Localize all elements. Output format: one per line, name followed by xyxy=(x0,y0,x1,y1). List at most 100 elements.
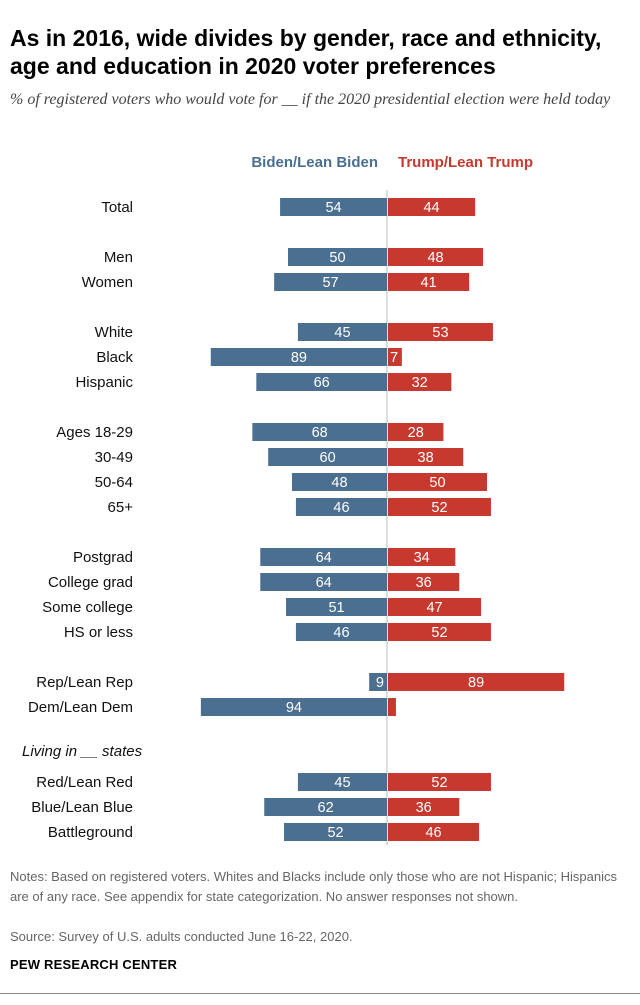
category-label-blue-lean-blue: Blue/Lean Blue xyxy=(31,799,133,816)
value-label-trump-ages-18-29: 28 xyxy=(408,425,424,441)
value-label-trump-hs-or-less: 52 xyxy=(431,625,447,641)
bar-biden-men xyxy=(288,248,387,266)
category-label-college-grad: College grad xyxy=(48,574,133,591)
bar-biden-ages-18-29 xyxy=(252,423,387,441)
bar-biden-hispanic xyxy=(256,373,387,391)
value-label-biden-dem-lean-dem: 94 xyxy=(286,700,302,716)
category-label-dem-lean-dem: Dem/Lean Dem xyxy=(28,699,133,716)
bar-biden-women xyxy=(274,273,387,291)
bar-biden-red-lean-red xyxy=(297,773,387,791)
bar-biden-college-grad xyxy=(260,573,387,591)
bar-trump-total xyxy=(388,198,476,216)
bar-biden-50-64 xyxy=(291,473,387,491)
bar-biden-battleground xyxy=(284,823,387,841)
category-label-total: Total xyxy=(101,199,133,216)
value-label-trump-postgrad: 34 xyxy=(414,550,430,566)
bar-trump-hispanic xyxy=(388,373,452,391)
bar-trump-65 xyxy=(388,498,491,516)
category-label-rep-lean-rep: Rep/Lean Rep xyxy=(36,674,133,691)
value-label-trump-50-64: 50 xyxy=(429,475,445,491)
category-label-hispanic: Hispanic xyxy=(75,374,133,391)
bar-biden-30-49 xyxy=(268,448,387,466)
value-label-biden-hispanic: 66 xyxy=(314,375,330,391)
value-label-biden-some-college: 51 xyxy=(328,600,344,616)
value-label-trump-65: 52 xyxy=(431,500,447,516)
value-label-trump-college-grad: 36 xyxy=(416,575,432,591)
category-label-women: Women xyxy=(82,274,133,291)
value-label-trump-battleground: 46 xyxy=(425,825,441,841)
category-label-30-49: 30-49 xyxy=(95,449,133,466)
brand-logo-text: PEW RESEARCH CENTER xyxy=(10,957,178,972)
category-label-some-college: Some college xyxy=(42,599,133,616)
value-label-biden-postgrad: 64 xyxy=(316,550,332,566)
value-label-trump-30-49: 38 xyxy=(418,450,434,466)
bar-trump-ages-18-29 xyxy=(388,423,444,441)
value-label-biden-red-lean-red: 45 xyxy=(334,775,350,791)
bar-trump-women xyxy=(388,273,470,291)
bar-biden-blue-lean-blue xyxy=(264,798,387,816)
value-label-trump-black: 7 xyxy=(390,350,398,366)
diverging-bar-chart: Biden/Lean Biden Trump/Lean Trump Living… xyxy=(22,154,565,845)
bar-trump-red-lean-red xyxy=(388,773,491,791)
value-label-biden-blue-lean-blue: 62 xyxy=(318,800,334,816)
value-label-trump-hispanic: 32 xyxy=(412,375,428,391)
bar-trump-college-grad xyxy=(388,573,460,591)
value-label-biden-65: 46 xyxy=(333,500,349,516)
chart-source: Source: Survey of U.S. adults conducted … xyxy=(10,929,353,944)
value-label-biden-black: 89 xyxy=(291,350,307,366)
value-label-biden-white: 45 xyxy=(334,325,350,341)
bar-trump-dem-lean-dem xyxy=(388,698,396,716)
bar-biden-some-college xyxy=(286,598,387,616)
bar-biden-dem-lean-dem xyxy=(200,698,387,716)
bar-biden-white xyxy=(297,323,387,341)
value-label-biden-hs-or-less: 46 xyxy=(333,625,349,641)
section-label-living-in-states: Living in __ states xyxy=(22,743,143,760)
value-label-biden-men: 50 xyxy=(329,250,345,266)
value-label-trump-men: 48 xyxy=(427,250,443,266)
value-label-biden-battleground: 52 xyxy=(327,825,343,841)
category-label-50-64: 50-64 xyxy=(95,474,133,491)
bar-biden-rep-lean-rep xyxy=(369,673,387,691)
category-label-men: Men xyxy=(104,249,133,266)
value-label-trump-red-lean-red: 52 xyxy=(431,775,447,791)
value-label-trump-total: 44 xyxy=(423,200,439,216)
bar-trump-battleground xyxy=(388,823,480,841)
value-label-trump-blue-lean-blue: 36 xyxy=(416,800,432,816)
value-label-biden-college-grad: 64 xyxy=(316,575,332,591)
legend-trump: Trump/Lean Trump xyxy=(398,154,533,171)
category-label-65: 65+ xyxy=(108,499,134,516)
bar-biden-postgrad xyxy=(260,548,387,566)
value-label-biden-30-49: 60 xyxy=(320,450,336,466)
bar-trump-postgrad xyxy=(388,548,456,566)
bar-biden-black xyxy=(210,348,387,366)
legend-biden: Biden/Lean Biden xyxy=(251,154,378,171)
bar-trump-rep-lean-rep xyxy=(388,673,565,691)
value-label-biden-total: 54 xyxy=(325,200,341,216)
bar-trump-30-49 xyxy=(388,448,464,466)
category-label-red-lean-red: Red/Lean Red xyxy=(36,774,133,791)
category-label-postgrad: Postgrad xyxy=(73,549,133,566)
category-label-white: White xyxy=(95,324,133,341)
bar-trump-blue-lean-blue xyxy=(388,798,460,816)
value-label-trump-some-college: 47 xyxy=(426,600,442,616)
bar-trump-men xyxy=(388,248,484,266)
bar-biden-total xyxy=(280,198,387,216)
bar-trump-hs-or-less xyxy=(388,623,491,641)
bar-biden-65 xyxy=(295,498,387,516)
category-label-ages-18-29: Ages 18-29 xyxy=(56,424,133,441)
bar-trump-black xyxy=(388,348,402,366)
value-label-biden-50-64: 48 xyxy=(331,475,347,491)
bar-trump-50-64 xyxy=(388,473,487,491)
category-label-hs-or-less: HS or less xyxy=(64,624,133,641)
category-label-battleground: Battleground xyxy=(48,824,133,841)
category-label-black: Black xyxy=(96,349,133,366)
value-label-trump-white: 53 xyxy=(432,325,448,341)
bar-trump-white xyxy=(388,323,493,341)
chart-title: As in 2016, wide divides by gender, race… xyxy=(10,25,602,79)
value-label-trump-women: 41 xyxy=(421,275,437,291)
value-label-biden-rep-lean-rep: 9 xyxy=(376,675,384,691)
bar-trump-some-college xyxy=(388,598,482,616)
value-label-biden-ages-18-29: 68 xyxy=(312,425,328,441)
value-label-biden-women: 57 xyxy=(322,275,338,291)
bar-biden-hs-or-less xyxy=(295,623,387,641)
